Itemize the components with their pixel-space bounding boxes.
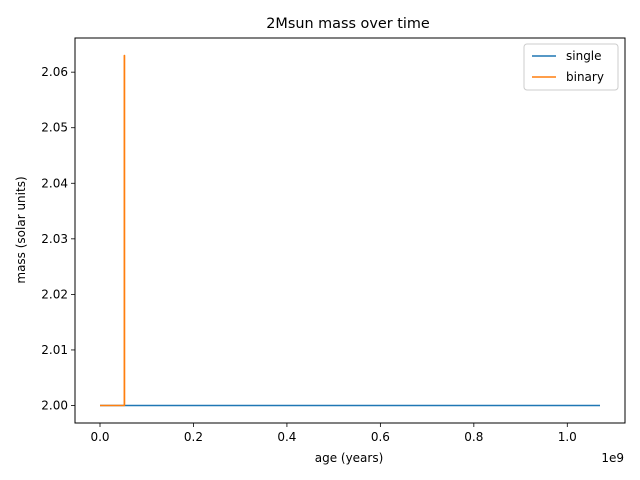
y-tick-label: 2.02 [41, 287, 68, 301]
legend: single binary [523, 43, 619, 91]
y-tick-label: 2.04 [41, 176, 68, 190]
x-tick-label: 0.0 [90, 430, 109, 444]
y-axis-label: mass (solar units) [14, 176, 28, 283]
y-tick-label: 2.00 [41, 399, 68, 413]
x-tick-label: 0.6 [371, 430, 390, 444]
x-axis-label: age (years) [315, 451, 384, 465]
y-tick-label: 2.01 [41, 343, 68, 357]
x-tick-label: 0.8 [464, 430, 483, 444]
y-tick-label: 2.06 [41, 65, 68, 79]
y-tick-label: 2.05 [41, 121, 68, 135]
x-tick-label: 0.4 [277, 430, 296, 444]
x-axis-offset-label: 1e9 [601, 451, 624, 465]
plot-frame [74, 37, 626, 424]
x-tick-label: 1.0 [558, 430, 577, 444]
x-tick-label: 0.2 [184, 430, 203, 444]
series-line-binary [100, 54, 126, 407]
chart-title: 2Msun mass over time [266, 16, 430, 32]
legend-label-single: single [566, 49, 602, 63]
series-layer [100, 54, 600, 407]
y-axis-ticks: 2.00 2.01 2.02 2.03 2.04 2.05 2.06 [41, 65, 75, 413]
x-axis-ticks: 0.0 0.2 0.4 0.6 0.8 1.0 [90, 423, 577, 444]
y-tick-label: 2.03 [41, 232, 68, 246]
legend-label-binary: binary [566, 70, 604, 84]
